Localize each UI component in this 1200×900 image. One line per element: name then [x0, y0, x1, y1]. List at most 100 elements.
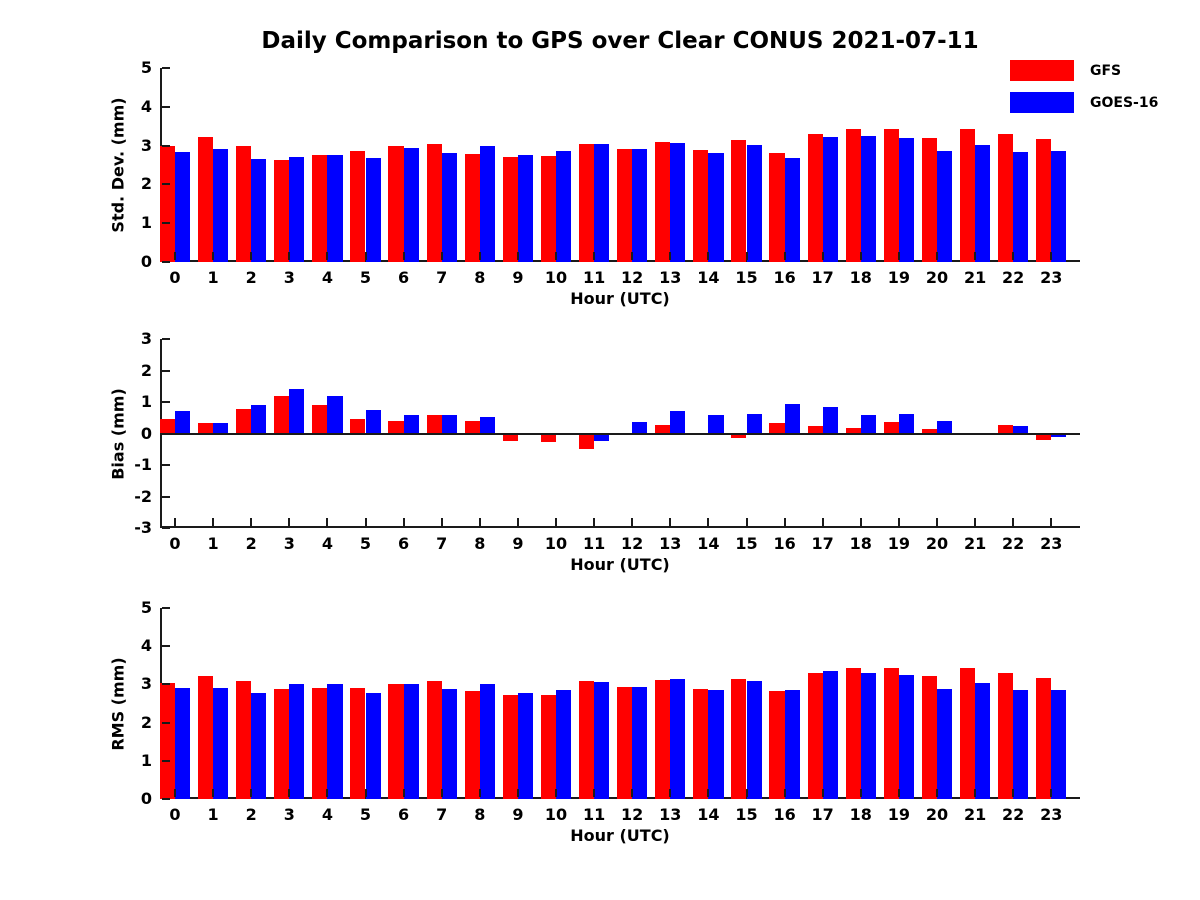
- x-tick-label: 20: [925, 268, 949, 287]
- bar-gfs-hour-14: [693, 688, 709, 799]
- x-tick-mark: [174, 252, 176, 260]
- y-tick-label: 3: [140, 135, 152, 155]
- y-tick-label: 0: [140, 252, 152, 271]
- bar-gfs-hour-16: [769, 152, 785, 262]
- x-tick-label: 0: [169, 805, 181, 824]
- y-tick-mark: [162, 607, 170, 609]
- x-tick-mark: [212, 252, 215, 260]
- x-tick-label: 16: [773, 268, 796, 287]
- bar-goes16-hour-16: [784, 403, 800, 434]
- bar-gfs-hour-4: [312, 405, 328, 434]
- x-tick-mark: [516, 252, 519, 260]
- bar-goes16-hour-15: [746, 413, 762, 434]
- bar-goes16-hour-19: [898, 674, 915, 799]
- bar-gfs-hour-22: [998, 672, 1014, 799]
- bar-goes16-hour-17: [822, 406, 838, 434]
- bar-goes16-hour-2: [251, 405, 267, 434]
- bar-goes16-hour-7: [441, 689, 457, 799]
- x-tick-mark: [936, 789, 938, 797]
- x-tick-mark: [669, 518, 672, 526]
- bar-gfs-hour-12: [617, 687, 633, 799]
- x-tick-label: 1: [207, 268, 219, 287]
- x-tick-label: 10: [544, 534, 568, 553]
- bar-gfs-hour-21: [959, 667, 976, 799]
- bar-gfs-hour-8: [464, 420, 480, 434]
- bar-goes16-hour-10: [556, 151, 572, 262]
- bar-goes16-hour-0: [175, 410, 191, 434]
- x-tick-mark: [288, 789, 291, 797]
- x-tick-mark: [555, 518, 557, 526]
- x-tick-label: 21: [963, 534, 987, 553]
- y-tick-mark: [162, 222, 170, 225]
- x-tick-label: 17: [811, 534, 834, 553]
- y-tick-label: 4: [140, 636, 152, 656]
- x-tick-mark: [402, 789, 405, 797]
- x-tick-mark: [288, 518, 291, 526]
- bar-goes16-hour-12: [632, 421, 648, 434]
- y-tick-label: 2: [140, 360, 152, 380]
- x-axis-title: Hour (UTC): [570, 555, 670, 574]
- x-tick-mark: [821, 789, 824, 797]
- bar-goes16-hour-8: [479, 146, 495, 262]
- x-tick-label: 8: [474, 805, 486, 824]
- bar-goes16-hour-4: [327, 684, 343, 799]
- bar-goes16-hour-6: [403, 684, 419, 799]
- bar-gfs-hour-18: [845, 128, 861, 262]
- x-tick-label: 9: [512, 805, 524, 824]
- zero-line: [160, 432, 1080, 435]
- bar-goes16-hour-23: [1051, 689, 1067, 799]
- x-tick-mark: [212, 789, 215, 797]
- bar-gfs-hour-3: [274, 395, 290, 434]
- x-tick-mark: [859, 789, 862, 797]
- bar-gfs-hour-7: [426, 144, 442, 262]
- x-tick-label: 22: [1002, 805, 1025, 824]
- bar-goes16-hour-16: [784, 690, 800, 799]
- x-tick-mark: [974, 518, 977, 526]
- bar-goes16-hour-5: [365, 158, 381, 262]
- bar-gfs-hour-22: [998, 424, 1014, 434]
- bar-goes16-hour-11: [594, 433, 610, 442]
- x-tick-label: 4: [321, 268, 333, 287]
- x-tick-label: 16: [773, 805, 796, 824]
- x-tick-mark: [593, 518, 596, 526]
- x-tick-mark: [364, 252, 367, 260]
- bias-panel: -3 -2 -1 0 1 2 3 0 1 2 3 4 5 6 7 8 9 10 11 12 13 14 15 16 17 18 19…: [109, 329, 1080, 574]
- bar-gfs-hour-8: [464, 153, 480, 262]
- bar-gfs-hour-20: [921, 676, 937, 799]
- x-tick-label: 12: [621, 534, 644, 553]
- bar-gfs-hour-23: [1036, 139, 1052, 262]
- gfs-color-swatch: [1010, 60, 1074, 81]
- y-tick-label: 5: [140, 58, 152, 77]
- x-axis-title: Hour (UTC): [570, 826, 670, 845]
- y-tick-label: 5: [140, 598, 152, 617]
- x-tick-label: 6: [398, 534, 410, 553]
- x-tick-mark: [745, 789, 748, 797]
- x-tick-mark: [555, 252, 557, 260]
- x-tick-label: 14: [697, 805, 720, 824]
- x-tick-mark: [555, 789, 557, 797]
- x-tick-mark: [440, 789, 443, 797]
- bar-goes16-hour-14: [708, 153, 724, 262]
- x-tick-label: 18: [849, 268, 872, 287]
- y-tick-label: 1: [140, 750, 152, 770]
- x-tick-label: 13: [659, 534, 682, 553]
- x-tick-label: 2: [245, 268, 257, 287]
- bar-goes16-hour-1: [213, 149, 229, 262]
- x-tick-mark: [669, 252, 672, 260]
- x-tick-mark: [516, 789, 519, 797]
- bar-goes16-hour-19: [898, 137, 915, 262]
- x-tick-mark: [936, 252, 938, 260]
- x-tick-label: 13: [659, 805, 682, 824]
- x-tick-mark: [859, 518, 862, 526]
- y-tick-label: 4: [140, 96, 152, 116]
- x-tick-label: 14: [697, 534, 720, 553]
- bar-goes16-hour-14: [708, 414, 724, 434]
- y-tick-mark: [162, 759, 170, 762]
- bar-gfs-hour-22: [998, 133, 1014, 262]
- y-tick-mark: [162, 721, 170, 724]
- x-tick-mark: [1012, 789, 1015, 797]
- bar-goes16-hour-17: [822, 671, 838, 799]
- bar-gfs-hour-1: [197, 137, 214, 262]
- x-tick-label: 11: [582, 534, 606, 553]
- y-tick-label: -3: [134, 518, 152, 537]
